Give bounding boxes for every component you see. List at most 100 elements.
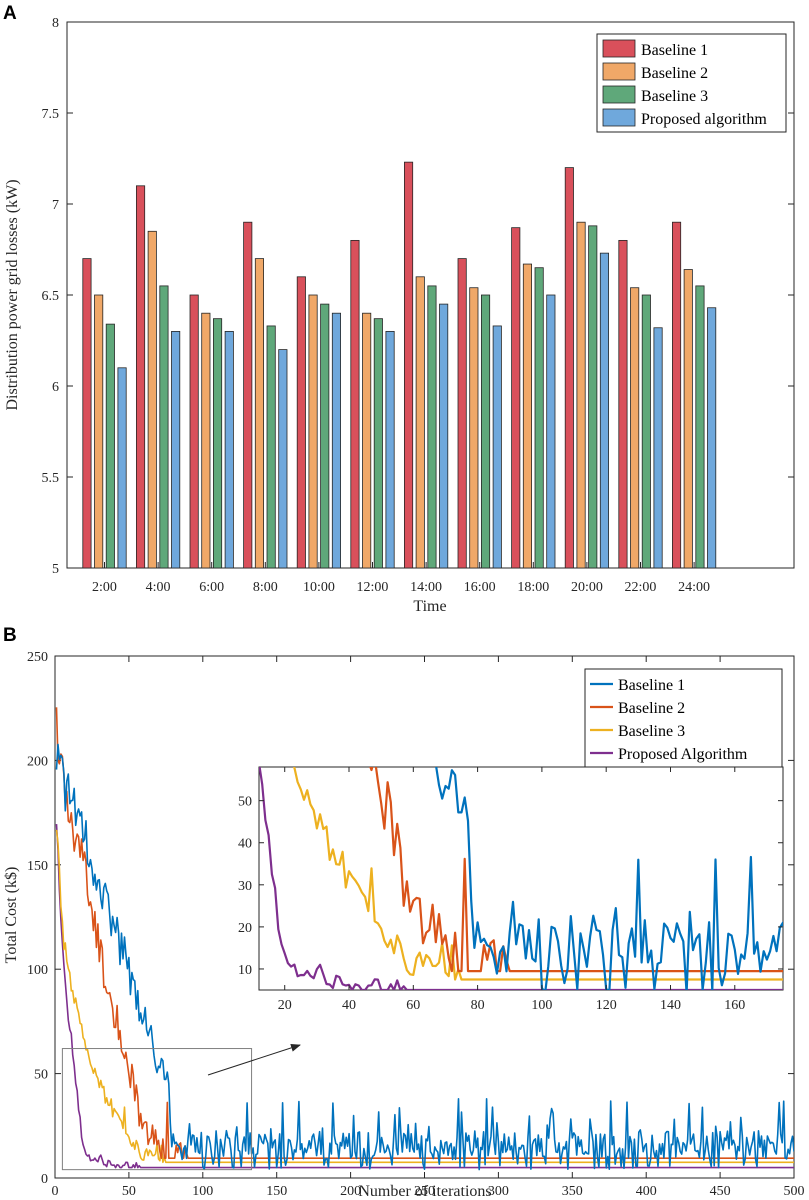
panel-a-x-axis-label: Time xyxy=(413,598,446,615)
bar-baseline-3-16-00 xyxy=(480,294,491,569)
bar-baseline-3-20-00 xyxy=(588,225,598,569)
bar-proposed-algorithm-12-00 xyxy=(385,330,395,569)
panel-a-x-tick-label-22-00: 22:00 xyxy=(625,580,657,595)
bar-baseline-3-2-00 xyxy=(105,323,115,569)
bar-proposed-algorithm-22-00 xyxy=(653,327,663,569)
legend-label-baseline-2: Baseline 2 xyxy=(618,700,685,717)
legend-label-baseline-3: Baseline 3 xyxy=(618,723,685,740)
legend-label-baseline-2: Baseline 2 xyxy=(641,65,708,82)
bar-proposed-algorithm-24-00 xyxy=(707,307,717,569)
panel-b-legend-box xyxy=(584,668,783,768)
panel-b-y-tick-label: 200 xyxy=(27,754,48,769)
panel-b-line-chart: 0 50 100 150 200 250 0 50 100 150 200 250 300 350 400… xyxy=(3,650,805,1200)
bar-baseline-1-16-00 xyxy=(457,258,467,569)
panel-b-x-tick-label: 200 xyxy=(340,1184,361,1199)
inset-x-tick-label: 20 xyxy=(278,998,292,1013)
inset-y-tick-label: 20 xyxy=(238,921,252,936)
panel-b-x-tick-label: 150 xyxy=(266,1184,287,1199)
panel-a-x-tick-label-10-00: 10:00 xyxy=(303,580,335,595)
inset-x-ticks: 20 40 60 80 100 120 140 160 xyxy=(278,767,745,1013)
panel-b-series-lines xyxy=(55,707,794,1171)
bar-baseline-2-22-00 xyxy=(630,287,640,569)
panel-a-x-tick-label-16-00: 16:00 xyxy=(464,580,496,595)
inset-y-ticks: 10 20 30 40 50 xyxy=(238,795,783,978)
inset-line-proposed-algorithm xyxy=(259,767,783,990)
panel-a-y-axis-label: Distribution power grid losses (kW) xyxy=(4,179,21,410)
inset-x-tick-label: 160 xyxy=(724,998,745,1013)
panel-a-y-tick-label: 6.5 xyxy=(42,289,60,304)
bar-proposed-algorithm-8-00 xyxy=(278,349,288,569)
bar-baseline-3-18-00 xyxy=(534,267,544,569)
inset-y-tick-label: 40 xyxy=(238,837,252,852)
panel-a-y-tick-label: 7 xyxy=(52,198,59,213)
bar-baseline-2-16-00 xyxy=(469,287,479,569)
panel-a-y-tick-label: 8 xyxy=(52,16,59,31)
panel-b-x-tick-label: 50 xyxy=(122,1184,136,1199)
bar-baseline-2-20-00 xyxy=(576,221,586,569)
panel-a-x-tick-label-18-00: 18:00 xyxy=(517,580,549,595)
panel-a-y-tick-label: 7.5 xyxy=(42,107,60,122)
panel-b-x-tick-label: 300 xyxy=(488,1184,509,1199)
bar-proposed-algorithm-2-00 xyxy=(117,367,127,569)
inset-x-tick-label: 140 xyxy=(660,998,681,1013)
bar-baseline-2-10-00 xyxy=(308,294,318,569)
panel-b-y-tick-label: 0 xyxy=(41,1172,48,1187)
panel-b-x-tick-label: 350 xyxy=(562,1184,583,1199)
legend-swatch-baseline-3 xyxy=(602,85,636,104)
panel-b-x-axis-label: Number of iterations xyxy=(358,1183,491,1200)
panel-b-x-tick-label: 0 xyxy=(52,1184,59,1199)
bar-baseline-3-12-00 xyxy=(373,318,383,569)
bar-baseline-1-24-00 xyxy=(672,221,682,569)
panel-a-x-ticks: 2:00 4:00 6:00 8:00 10:00 12:00 14:00 16:00 18:0… xyxy=(92,562,710,595)
bar-baseline-1-4-00 xyxy=(135,185,146,569)
zoom-inset: 10 20 30 40 50 20 40 60 80 100 120 140 160 xyxy=(238,766,784,1013)
bar-baseline-1-6-00 xyxy=(189,294,199,569)
panel-b-x-tick-label: 400 xyxy=(636,1184,657,1199)
bar-baseline-3-4-00 xyxy=(159,285,169,569)
panel-a-y-ticks: 5 5.5 6 6.5 7 7.5 8 xyxy=(42,16,794,577)
panel-b-y-axis-label: Total Cost (k$) xyxy=(3,867,20,964)
bar-baseline-3-24-00 xyxy=(695,285,705,569)
legend-label-proposed-algorithm: Proposed Algorithm xyxy=(618,746,748,763)
inset-axes-box xyxy=(258,766,784,991)
panel-a-y-tick-label: 6 xyxy=(52,380,59,395)
inset-y-tick-label: 50 xyxy=(238,795,252,810)
bar-proposed-algorithm-20-00 xyxy=(599,252,609,569)
inset-x-tick-label: 60 xyxy=(406,998,420,1013)
inset-line-baseline-2 xyxy=(369,767,783,973)
bar-proposed-algorithm-18-00 xyxy=(546,294,556,569)
inset-x-tick-label: 80 xyxy=(471,998,485,1013)
panel-a-bar-chart: 5 5.5 6 6.5 7 7.5 8 2:00 4:00 6:00 8:00 10:00 12:00… xyxy=(4,16,795,615)
bar-proposed-algorithm-4-00 xyxy=(171,330,181,569)
legend-swatch-baseline-2 xyxy=(602,62,636,81)
panel-b-letter: B xyxy=(3,625,17,646)
zoom-arrow xyxy=(207,1043,301,1076)
panel-b-x-tick-label: 450 xyxy=(710,1184,731,1199)
inset-y-tick-label: 30 xyxy=(238,879,252,894)
panel-b-y-tick-label: 50 xyxy=(34,1068,48,1083)
panel-a-x-tick-label-8-00: 8:00 xyxy=(253,580,278,595)
inset-line-baseline-1 xyxy=(435,767,783,990)
inset-line-baseline-3 xyxy=(293,767,783,981)
bar-baseline-2-24-00 xyxy=(683,269,693,569)
panel-a-x-tick-label-24-00: 24:00 xyxy=(678,580,710,595)
panel-b-x-ticks: 0 50 100 150 200 250 300 350 400 450 500 xyxy=(52,656,805,1199)
inset-y-tick-label: 10 xyxy=(238,963,252,978)
zoom-source-box xyxy=(61,1048,253,1171)
panel-a-legend: Baseline 1 Baseline 2 Baseline 3 Propose… xyxy=(596,33,787,133)
panel-b-x-tick-label: 100 xyxy=(192,1184,213,1199)
bar-baseline-3-14-00 xyxy=(427,285,437,569)
panel-a-x-tick-label-4-00: 4:00 xyxy=(146,580,171,595)
inset-x-tick-label: 120 xyxy=(596,998,617,1013)
panel-b-x-tick-label: 500 xyxy=(784,1184,805,1199)
bar-baseline-2-4-00 xyxy=(147,230,157,569)
panel-b-y-tick-label: 250 xyxy=(27,650,48,665)
legend-label-baseline-1: Baseline 1 xyxy=(618,677,685,694)
bar-baseline-1-10-00 xyxy=(296,276,306,569)
bar-baseline-3-10-00 xyxy=(320,303,330,569)
panel-a-bars xyxy=(82,161,717,569)
panel-a-x-tick-label-12-00: 12:00 xyxy=(357,580,389,595)
bar-baseline-1-18-00 xyxy=(511,227,521,569)
line-baseline-1 xyxy=(55,743,794,1171)
